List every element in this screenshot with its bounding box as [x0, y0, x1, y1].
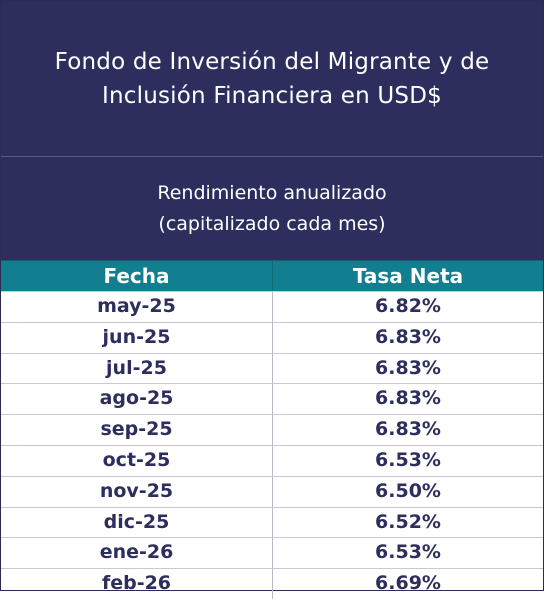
table-row: jun-25 6.83%: [1, 321, 543, 353]
header-fecha: Fecha: [1, 261, 273, 291]
table-header: Fecha Tasa Neta: [1, 260, 543, 291]
table-body: may-25 6.82% jun-25 6.83% jul-25 6.83% a…: [1, 291, 543, 599]
table-row: may-25 6.82%: [1, 291, 543, 322]
header-tasa-neta: Tasa Neta: [352, 264, 464, 288]
cell-fecha: oct-25: [1, 445, 273, 476]
cell-tasa: 6.83%: [375, 387, 441, 410]
title-block: Fondo de Inversión del Migrante y de Inc…: [1, 1, 543, 157]
cell-tasa: 6.83%: [375, 356, 441, 379]
subtitle-line2: (capitalizado cada mes): [158, 212, 386, 235]
table-row: nov-25 6.50%: [1, 475, 543, 507]
cell-fecha: ago-25: [1, 384, 273, 415]
table-row: jul-25 6.83%: [1, 352, 543, 384]
table-row: ene-26 6.53%: [1, 537, 543, 569]
cell-tasa: 6.52%: [375, 510, 441, 533]
cell-fecha: feb-26: [1, 569, 273, 599]
cell-fecha: sep-25: [1, 415, 273, 445]
cell-tasa: 6.83%: [375, 418, 441, 441]
cell-fecha: dic-25: [1, 507, 273, 538]
subtitle-block: Rendimiento anualizado (capitalizado cad…: [1, 157, 543, 260]
cell-tasa: 6.50%: [375, 479, 441, 502]
cell-tasa: 6.83%: [375, 325, 441, 348]
subtitle-line1: Rendimiento anualizado: [157, 181, 387, 204]
cell-tasa: 6.82%: [375, 295, 441, 317]
table-row: feb-26 6.69%: [1, 568, 543, 599]
fund-title-line1: Fondo de Inversión del Migrante y de: [54, 48, 490, 75]
cell-tasa: 6.53%: [375, 541, 441, 564]
cell-fecha: nov-25: [1, 476, 273, 507]
table-row: dic-25 6.52%: [1, 506, 543, 538]
cell-fecha: may-25: [1, 292, 273, 322]
table-row: ago-25 6.83%: [1, 383, 543, 415]
fund-title: Fondo de Inversión del Migrante y de Inc…: [55, 45, 490, 113]
fund-title-line2: Inclusión Financiera en USD$: [102, 82, 442, 109]
table-row: oct-25 6.53%: [1, 444, 543, 476]
cell-fecha: jul-25: [1, 353, 273, 384]
cell-fecha: jun-25: [1, 322, 273, 353]
cell-fecha: ene-26: [1, 538, 273, 569]
table-row: sep-25 6.83%: [1, 414, 543, 445]
cell-tasa: 6.69%: [375, 572, 441, 595]
subtitle: Rendimiento anualizado (capitalizado cad…: [157, 178, 386, 240]
cell-tasa: 6.53%: [375, 448, 441, 471]
